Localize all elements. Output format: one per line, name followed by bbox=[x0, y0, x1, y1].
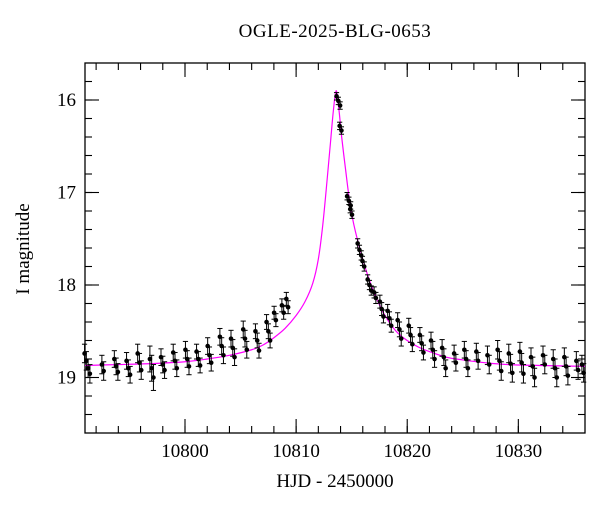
y-tick-label: 17 bbox=[57, 183, 76, 204]
x-axis-label: HJD - 2450000 bbox=[276, 471, 394, 492]
x-tick-labels: 10800 10810 10820 10830 bbox=[161, 441, 542, 462]
y-tick-label: 19 bbox=[57, 368, 76, 389]
y-axis-label: I magnitude bbox=[13, 203, 34, 295]
axis-frame bbox=[84, 62, 586, 434]
data-points bbox=[81, 92, 587, 391]
x-tick-label: 10800 bbox=[161, 441, 209, 462]
model-curve bbox=[84, 90, 586, 367]
y-tick-label: 16 bbox=[57, 90, 76, 111]
x-tick-label: 10810 bbox=[272, 441, 320, 462]
x-tick-label: 10820 bbox=[383, 441, 431, 462]
chart-title: OGLE-2025-BLG-0653 bbox=[238, 21, 432, 42]
y-tick-labels: 16 17 18 19 bbox=[57, 90, 76, 389]
x-tick-label: 10830 bbox=[495, 441, 543, 462]
y-tick-label: 18 bbox=[57, 275, 76, 296]
axis-ticks bbox=[85, 63, 585, 433]
